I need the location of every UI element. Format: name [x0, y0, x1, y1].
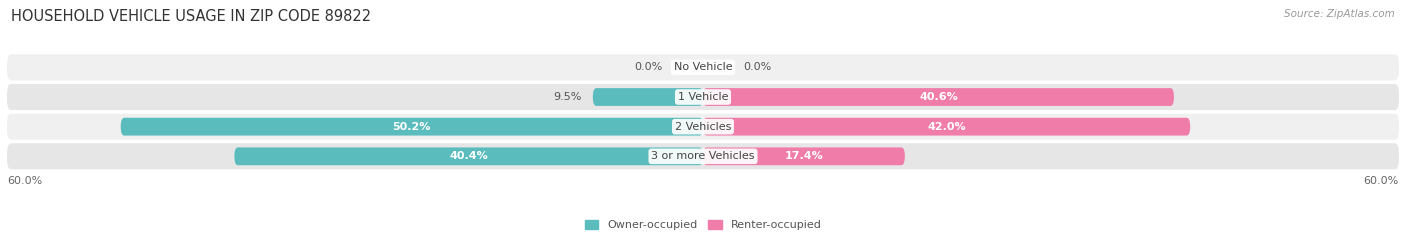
FancyBboxPatch shape	[7, 114, 1399, 140]
Text: 17.4%: 17.4%	[785, 151, 824, 161]
Text: 40.4%: 40.4%	[450, 151, 488, 161]
Text: 0.0%: 0.0%	[744, 62, 772, 72]
FancyBboxPatch shape	[7, 54, 1399, 80]
Text: 60.0%: 60.0%	[7, 176, 42, 186]
Text: 1 Vehicle: 1 Vehicle	[678, 92, 728, 102]
Text: No Vehicle: No Vehicle	[673, 62, 733, 72]
Text: 42.0%: 42.0%	[928, 122, 966, 132]
Legend: Owner-occupied, Renter-occupied: Owner-occupied, Renter-occupied	[585, 220, 821, 230]
Text: 0.0%: 0.0%	[634, 62, 662, 72]
Text: 60.0%: 60.0%	[1364, 176, 1399, 186]
FancyBboxPatch shape	[235, 147, 703, 165]
Text: 50.2%: 50.2%	[392, 122, 432, 132]
FancyBboxPatch shape	[703, 118, 1191, 136]
Text: HOUSEHOLD VEHICLE USAGE IN ZIP CODE 89822: HOUSEHOLD VEHICLE USAGE IN ZIP CODE 8982…	[11, 9, 371, 24]
FancyBboxPatch shape	[703, 147, 905, 165]
FancyBboxPatch shape	[7, 84, 1399, 110]
FancyBboxPatch shape	[703, 88, 1174, 106]
FancyBboxPatch shape	[593, 88, 703, 106]
Text: 2 Vehicles: 2 Vehicles	[675, 122, 731, 132]
Text: 3 or more Vehicles: 3 or more Vehicles	[651, 151, 755, 161]
Text: 9.5%: 9.5%	[553, 92, 581, 102]
FancyBboxPatch shape	[7, 143, 1399, 169]
FancyBboxPatch shape	[121, 118, 703, 136]
Text: 40.6%: 40.6%	[920, 92, 957, 102]
Text: Source: ZipAtlas.com: Source: ZipAtlas.com	[1284, 9, 1395, 19]
